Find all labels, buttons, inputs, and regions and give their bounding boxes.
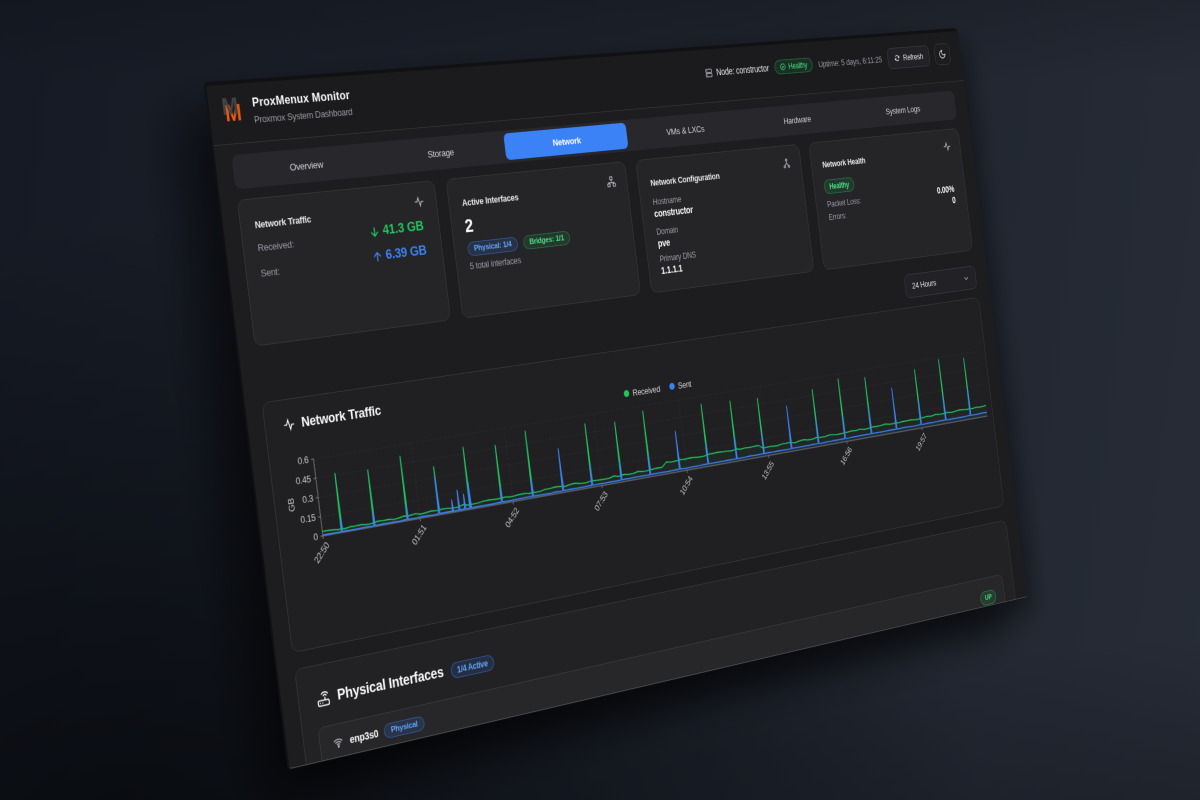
svg-text:19:57: 19:57	[914, 432, 928, 453]
svg-text:0.45: 0.45	[295, 474, 311, 487]
svg-text:0.6: 0.6	[297, 455, 309, 467]
svg-text:01:51: 01:51	[410, 523, 428, 547]
svg-text:04:52: 04:52	[504, 506, 521, 530]
svg-text:07:53: 07:53	[593, 490, 609, 513]
svg-text:13:55: 13:55	[760, 459, 775, 481]
svg-text:0.3: 0.3	[302, 493, 314, 505]
svg-text:16:56: 16:56	[839, 445, 853, 467]
svg-text:GB: GB	[286, 498, 296, 513]
svg-text:22:50: 22:50	[312, 540, 331, 565]
svg-text:0.15: 0.15	[300, 512, 316, 525]
svg-text:10:54: 10:54	[679, 474, 695, 497]
svg-text:0: 0	[313, 532, 319, 543]
